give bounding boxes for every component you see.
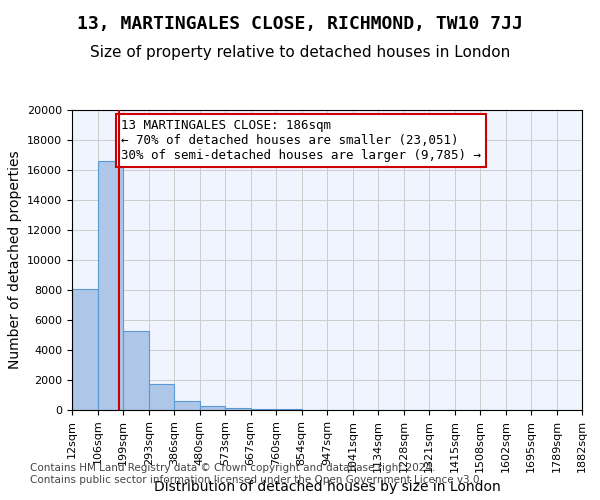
Y-axis label: Number of detached properties: Number of detached properties <box>8 150 22 370</box>
Text: Size of property relative to detached houses in London: Size of property relative to detached ho… <box>90 45 510 60</box>
Bar <box>225 408 251 410</box>
Bar <box>200 406 225 410</box>
Bar <box>72 288 98 410</box>
X-axis label: Distribution of detached houses by size in London: Distribution of detached houses by size … <box>154 480 500 494</box>
Text: 13 MARTINGALES CLOSE: 186sqm
← 70% of detached houses are smaller (23,051)
30% o: 13 MARTINGALES CLOSE: 186sqm ← 70% of de… <box>121 119 481 162</box>
Bar <box>276 409 302 410</box>
Bar <box>174 401 200 410</box>
Bar <box>149 384 174 410</box>
Text: 13, MARTINGALES CLOSE, RICHMOND, TW10 7JJ: 13, MARTINGALES CLOSE, RICHMOND, TW10 7J… <box>77 15 523 33</box>
Bar <box>98 161 123 410</box>
Bar <box>123 330 149 410</box>
Text: Contains HM Land Registry data © Crown copyright and database right 2024.
Contai: Contains HM Land Registry data © Crown c… <box>30 464 483 485</box>
Bar <box>251 408 276 410</box>
